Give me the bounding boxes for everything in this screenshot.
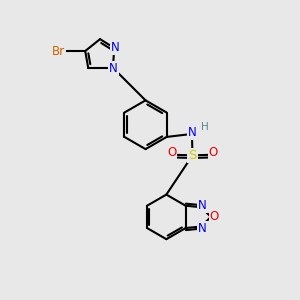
Text: N: N <box>188 126 196 139</box>
Text: N: N <box>111 41 119 54</box>
Text: O: O <box>167 146 176 159</box>
Text: N: N <box>198 221 207 235</box>
Text: N: N <box>198 199 207 212</box>
Text: O: O <box>210 210 219 224</box>
Text: O: O <box>209 146 218 159</box>
Text: S: S <box>188 149 197 162</box>
Text: N: N <box>109 62 118 75</box>
Text: H: H <box>200 122 208 132</box>
Text: Br: Br <box>52 44 65 58</box>
